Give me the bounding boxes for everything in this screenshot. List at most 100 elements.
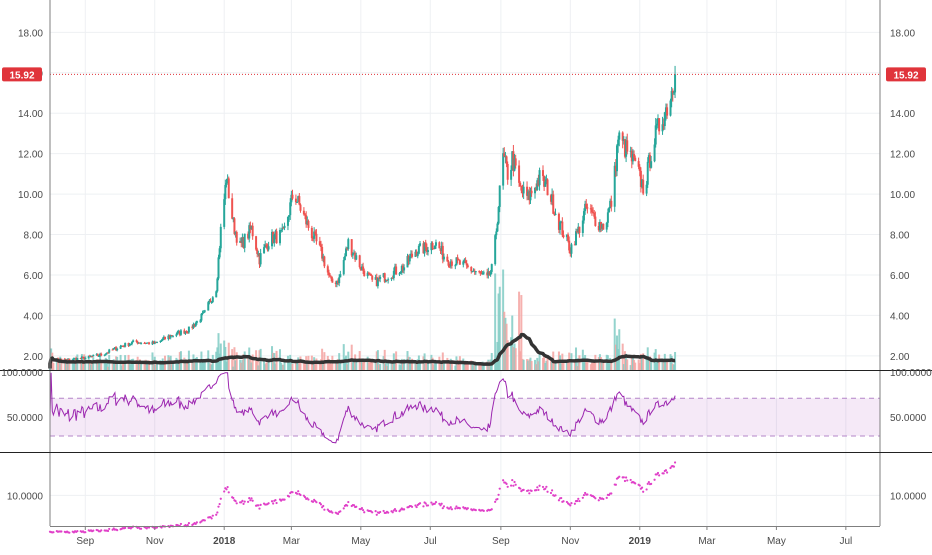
candle-body bbox=[482, 272, 485, 274]
volume-bar bbox=[379, 363, 382, 370]
candle-body bbox=[414, 251, 417, 257]
volume-bar bbox=[330, 364, 333, 370]
candle-body bbox=[671, 90, 674, 93]
candle-body bbox=[590, 209, 593, 213]
volume-bar bbox=[345, 355, 348, 370]
indicator-dot bbox=[226, 485, 229, 489]
candle-body bbox=[613, 165, 616, 207]
indicator-dot bbox=[426, 504, 430, 507]
candle-body bbox=[425, 247, 428, 252]
rsi-top-label-left: 100.0000 bbox=[1, 368, 43, 379]
volume-bar bbox=[567, 359, 570, 370]
volume-bar bbox=[401, 359, 404, 370]
volume-bar bbox=[457, 362, 460, 370]
indicator-dot bbox=[360, 507, 364, 510]
volume-bar bbox=[342, 344, 345, 370]
candle-body bbox=[177, 330, 180, 332]
indicator-dot bbox=[76, 529, 79, 533]
volume-bar bbox=[655, 360, 658, 370]
volume-bar bbox=[209, 363, 212, 370]
indicator-dot bbox=[257, 504, 260, 507]
volume-bar bbox=[112, 359, 115, 370]
volume-bar bbox=[351, 360, 354, 370]
candle-body bbox=[383, 273, 386, 282]
indicator-dot bbox=[514, 483, 517, 486]
volume-bar bbox=[590, 362, 593, 370]
volume-bar bbox=[274, 363, 277, 370]
candle-body bbox=[662, 124, 665, 127]
candle-body bbox=[442, 256, 445, 260]
indicator-dot bbox=[187, 522, 191, 525]
volume-bar bbox=[72, 357, 75, 370]
candle-body bbox=[243, 233, 246, 248]
volume-bar bbox=[312, 364, 315, 370]
indicator-dot bbox=[569, 504, 572, 507]
indicator-dot bbox=[535, 488, 538, 492]
volume-bar bbox=[482, 364, 485, 370]
candle-body bbox=[130, 341, 133, 344]
candle-body bbox=[250, 225, 253, 230]
candle-body bbox=[203, 310, 206, 312]
volume-bar bbox=[432, 364, 435, 370]
indicator-dot bbox=[512, 484, 515, 487]
volume-bar bbox=[425, 359, 428, 370]
volume-bar bbox=[160, 362, 163, 370]
volume-bar bbox=[586, 360, 589, 370]
candle-body bbox=[557, 213, 560, 230]
candle-body bbox=[411, 253, 414, 257]
candle-body bbox=[478, 271, 481, 273]
candle-body bbox=[290, 194, 293, 203]
candle-body bbox=[159, 340, 162, 342]
volume-bar bbox=[560, 363, 563, 370]
price-tick-label-right: 6.00 bbox=[890, 271, 910, 282]
volume-bar bbox=[512, 347, 515, 370]
candle-body bbox=[224, 184, 227, 200]
candle-body bbox=[553, 213, 556, 215]
volume-bar bbox=[400, 358, 403, 370]
volume-bar bbox=[630, 356, 633, 370]
volume-bar bbox=[486, 361, 489, 370]
indicator-dot bbox=[642, 490, 645, 493]
candle-body bbox=[520, 186, 523, 191]
candle-body bbox=[339, 274, 342, 278]
volume-bar bbox=[243, 351, 246, 370]
candle-body bbox=[433, 245, 436, 250]
volume-bar bbox=[658, 354, 661, 370]
volume-bar bbox=[536, 357, 539, 370]
candle-body bbox=[526, 186, 529, 196]
candle-body bbox=[183, 330, 186, 334]
candle-body bbox=[74, 358, 77, 360]
candle-body bbox=[600, 221, 603, 229]
volume-bar bbox=[219, 343, 222, 370]
volume-bar bbox=[419, 363, 422, 370]
volume-bar bbox=[263, 357, 266, 370]
candle-body bbox=[331, 278, 334, 283]
volume-bar bbox=[670, 355, 673, 370]
price-tick-label-left: 18.00 bbox=[18, 28, 43, 39]
candle-body bbox=[384, 280, 387, 282]
candle-body bbox=[186, 332, 189, 334]
time-axis-label: 2019 bbox=[629, 536, 652, 547]
candle-body bbox=[559, 222, 562, 230]
candle-body bbox=[450, 261, 453, 266]
indicator-dot bbox=[68, 531, 71, 534]
candle-body bbox=[313, 231, 316, 239]
candle-body bbox=[275, 231, 278, 244]
volume-bar bbox=[203, 359, 206, 370]
candle-body bbox=[399, 272, 402, 274]
indicator-dot bbox=[251, 499, 254, 502]
indicator-dot bbox=[139, 527, 143, 530]
candle-body bbox=[398, 273, 401, 275]
volume-bar bbox=[176, 359, 179, 370]
candle-body bbox=[248, 225, 251, 239]
candle-body bbox=[382, 273, 385, 277]
candle-body bbox=[153, 341, 156, 344]
time-axis-label: 2018 bbox=[213, 536, 236, 547]
candle-body bbox=[215, 291, 218, 298]
volume-bar bbox=[479, 362, 482, 370]
candle-body bbox=[156, 341, 159, 343]
indicator-dot bbox=[194, 522, 197, 525]
candle-body bbox=[265, 244, 268, 246]
volume-bar bbox=[154, 363, 157, 370]
